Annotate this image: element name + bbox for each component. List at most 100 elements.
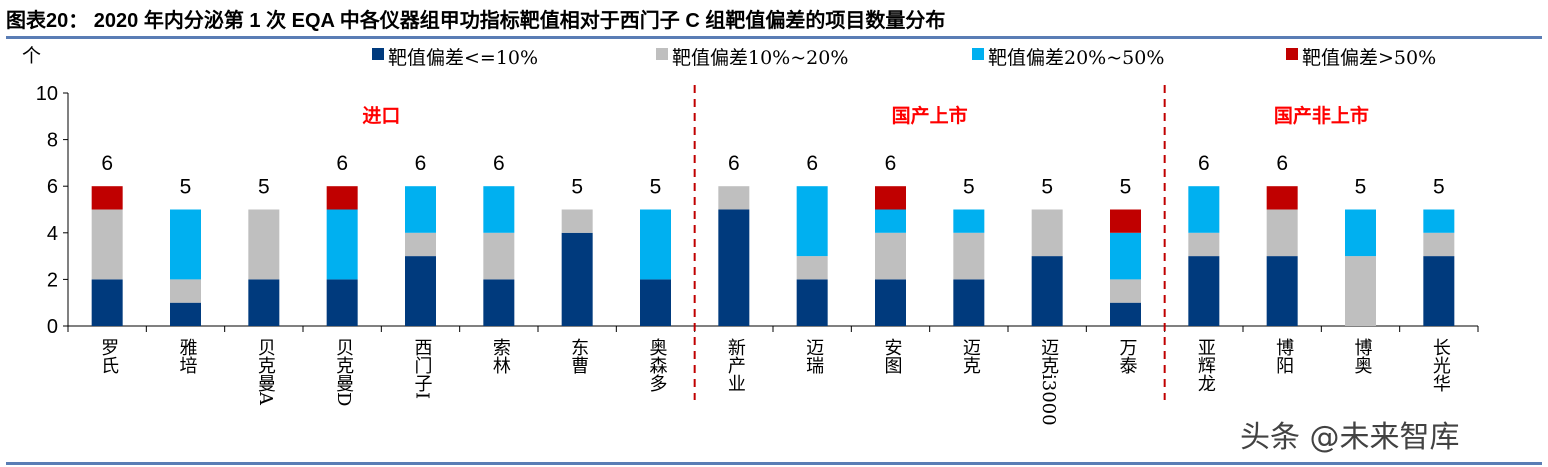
total-label: 6 (336, 152, 348, 175)
bar-segment (561, 232, 593, 326)
bar-segment (483, 232, 515, 280)
total-label: 6 (728, 152, 740, 175)
total-label: 5 (571, 176, 583, 199)
figure-title: 图表20： 2020 年内分泌第 1 次 EQA 中各仪器组甲功指标靶值相对于西… (6, 10, 946, 32)
bar-segment (1266, 209, 1298, 257)
bar-segment (875, 279, 906, 326)
total-label: 6 (493, 152, 505, 175)
total-label: 5 (1120, 176, 1132, 199)
bar-segment (1266, 186, 1298, 210)
bar-segment (796, 279, 828, 326)
y-tick-label: 10 (36, 83, 58, 105)
bar-segment (1188, 232, 1220, 257)
bar-segment (640, 279, 671, 326)
bar-segment (1188, 256, 1220, 326)
x-tick-label: 博奥 (1351, 338, 1373, 374)
legend-label: 靶值偏差<=10% (388, 47, 538, 69)
legend-swatch (1286, 48, 1298, 60)
bar-segment (953, 279, 985, 326)
legend-label: 靶值偏差10%~20% (672, 47, 848, 69)
bar-segment (1031, 256, 1063, 326)
x-tick-label: 迈克 (959, 338, 981, 374)
total-label: 5 (1433, 176, 1445, 199)
y-tick-label: 2 (47, 269, 58, 291)
y-tick-label: 8 (47, 130, 58, 152)
x-tick-label: 雅培 (176, 338, 198, 374)
total-label: 5 (258, 176, 270, 199)
x-tick-label: 博阳 (1273, 338, 1295, 374)
bar-segment (1031, 209, 1063, 257)
bar-segment (1266, 256, 1298, 326)
total-label: 6 (1276, 152, 1288, 175)
total-label: 6 (101, 152, 113, 175)
y-tick-label: 6 (47, 176, 58, 198)
bar-segment (953, 209, 985, 233)
bar-segment (1110, 302, 1141, 326)
bar-segment (1110, 232, 1141, 280)
total-label: 5 (1041, 176, 1053, 199)
y-tick-label: 4 (47, 223, 58, 245)
bar-segment (640, 209, 671, 280)
bar-segment (1110, 279, 1141, 303)
bar-segment (1110, 209, 1141, 233)
bar-segment (405, 232, 436, 257)
bar-segment (405, 186, 436, 233)
x-tick-label: 迈瑞 (803, 338, 825, 374)
bar-segment (1188, 186, 1220, 233)
legend-label: 靶值偏差20%~50% (988, 47, 1164, 69)
bottom-rule (6, 462, 1542, 465)
bar-segment (796, 256, 828, 280)
bar-segment (248, 209, 280, 280)
bar-segment (1345, 209, 1376, 257)
total-label: 6 (885, 152, 897, 175)
bar-segment (953, 232, 985, 280)
y-tick-label: 0 (47, 316, 58, 338)
top-rule (6, 36, 1542, 39)
bar-segment (718, 186, 750, 210)
total-label: 5 (1355, 176, 1367, 199)
total-label: 6 (806, 152, 818, 175)
x-tick-label: 万泰 (1116, 338, 1138, 374)
bar-segment (326, 279, 358, 326)
legend-label: 靶值偏差>50% (1302, 47, 1436, 69)
total-label: 5 (650, 176, 662, 199)
bar-segment (796, 186, 828, 257)
bar-segment (1345, 256, 1376, 326)
x-tick-label: 新产业 (724, 338, 746, 392)
bar-segment (91, 209, 123, 280)
group-label: 进口 (362, 105, 400, 127)
bar-segment (718, 209, 750, 326)
bar-segment (875, 209, 906, 233)
x-tick-label: 东曹 (568, 338, 590, 374)
group-label: 国产上市 (892, 104, 968, 127)
x-tick-label: 奥森多 (646, 338, 668, 392)
bar-segment (170, 209, 201, 280)
bar-segment (561, 209, 593, 233)
x-tick-label: 罗氏 (98, 338, 120, 374)
bar-segment (170, 302, 201, 326)
x-tick-label: 西门子I (411, 338, 433, 400)
x-tick-label: 索林 (489, 338, 511, 374)
bar-segment (326, 186, 358, 210)
total-label: 5 (963, 176, 975, 199)
bar-segment (875, 186, 906, 210)
x-tick-label: 迈克i3000 (1038, 338, 1060, 426)
bar-segment (248, 279, 280, 326)
bar-segment (483, 279, 515, 326)
total-label: 5 (180, 176, 192, 199)
legend-swatch (972, 48, 984, 60)
total-label: 6 (415, 152, 427, 175)
total-label: 6 (1198, 152, 1210, 175)
bar-segment (91, 186, 123, 210)
watermark: 头条 @未来智库 (1240, 420, 1460, 455)
bar-segment (483, 186, 515, 233)
y-axis-unit: 个 (22, 45, 41, 67)
bar-segment (875, 232, 906, 280)
bar-segment (170, 279, 201, 303)
bar-segment (326, 209, 358, 280)
x-tick-label: 贝克曼D (333, 338, 355, 407)
bar-segment (1423, 232, 1455, 257)
x-tick-label: 长光华 (1429, 338, 1451, 392)
bar-segment (405, 256, 436, 326)
